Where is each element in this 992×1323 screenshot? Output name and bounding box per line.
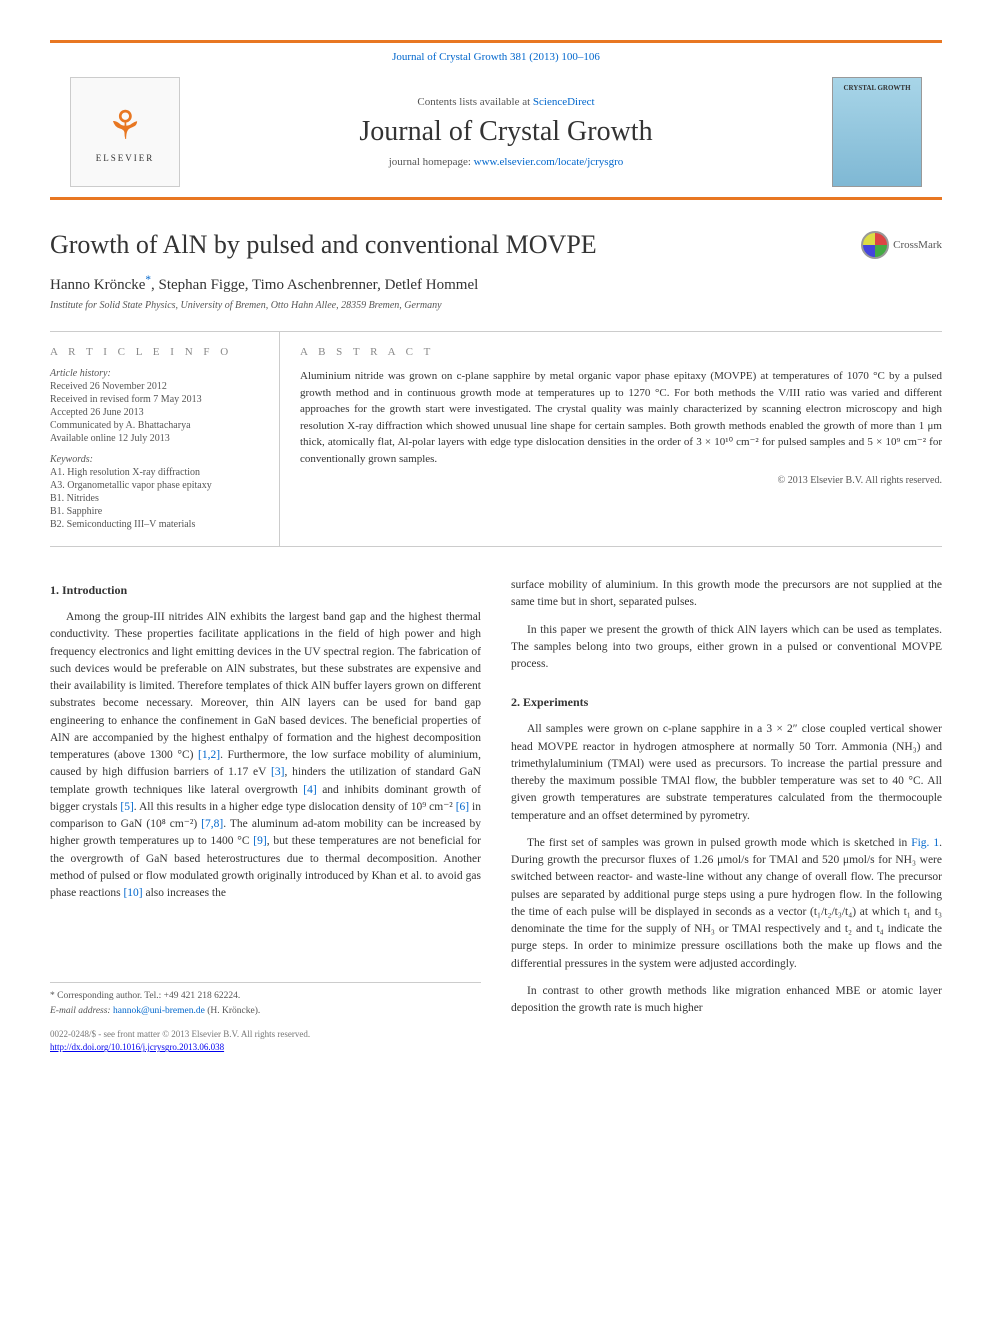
history-received: Received 26 November 2012 xyxy=(50,381,265,392)
abstract-text: Aluminium nitride was grown on c-plane s… xyxy=(300,368,942,467)
history-revised: Received in revised form 7 May 2013 xyxy=(50,394,265,405)
ref-4[interactable]: [4] xyxy=(303,784,316,796)
author-1: Hanno Kröncke xyxy=(50,277,145,293)
intro-para-1-cont: surface mobility of aluminium. In this g… xyxy=(511,577,942,612)
contents-available: Contents lists available at ScienceDirec… xyxy=(180,96,832,108)
article-info-box: A R T I C L E I N F O Article history: R… xyxy=(50,332,280,546)
keywords-heading: Keywords: xyxy=(50,454,265,465)
exp-para-3: In contrast to other growth methods like… xyxy=(511,983,942,1018)
journal-cover-thumb: CRYSTAL GROWTH xyxy=(832,77,922,187)
history-heading: Article history: xyxy=(50,368,265,379)
doi-link[interactable]: http://dx.doi.org/10.1016/j.jcrysgro.201… xyxy=(50,1042,224,1052)
keyword-5: B2. Semiconducting III–V materials xyxy=(50,519,265,530)
history-accepted: Accepted 26 June 2013 xyxy=(50,407,265,418)
bottom-meta: 0022-0248/$ - see front matter © 2013 El… xyxy=(50,1028,481,1055)
history-communicated: Communicated by A. Bhattacharya xyxy=(50,420,265,431)
footnote-block: * Corresponding author. Tel.: +49 421 21… xyxy=(50,982,481,1018)
keyword-4: B1. Sapphire xyxy=(50,506,265,517)
article-title: Growth of AlN by pulsed and conventional… xyxy=(50,230,597,260)
issn-line: 0022-0248/$ - see front matter © 2013 El… xyxy=(50,1028,481,1042)
sciencedirect-link[interactable]: ScienceDirect xyxy=(533,96,595,108)
journal-title: Journal of Crystal Growth xyxy=(180,116,832,148)
homepage-link[interactable]: www.elsevier.com/locate/jcrysgro xyxy=(474,156,624,168)
keyword-2: A3. Organometallic vapor phase epitaxy xyxy=(50,480,265,491)
ref-9[interactable]: [9] xyxy=(253,835,266,847)
section-1-heading: 1. Introduction xyxy=(50,581,481,599)
ref-1-2[interactable]: [1,2] xyxy=(198,749,220,761)
affiliation: Institute for Solid State Physics, Unive… xyxy=(50,300,942,311)
ref-10[interactable]: [10] xyxy=(123,887,142,899)
ref-5[interactable]: [5] xyxy=(120,801,133,813)
abstract-box: A B S T R A C T Aluminium nitride was gr… xyxy=(280,332,942,546)
elsevier-logo: ⚘ ELSEVIER xyxy=(70,77,180,187)
keyword-3: B1. Nitrides xyxy=(50,493,265,504)
authors-line: Hanno Kröncke*, Stephan Figge, Timo Asch… xyxy=(50,274,942,294)
section-2-heading: 2. Experiments xyxy=(511,693,942,711)
abstract-heading: A B S T R A C T xyxy=(300,346,942,358)
authors-rest: , Stephan Figge, Timo Aschenbrenner, Det… xyxy=(151,277,478,293)
history-online: Available online 12 July 2013 xyxy=(50,433,265,444)
email-link[interactable]: hannok@uni-bremen.de xyxy=(113,1006,205,1016)
exp-para-1: All samples were grown on c-plane sapphi… xyxy=(511,721,942,825)
citation-line: Journal of Crystal Growth 381 (2013) 100… xyxy=(50,43,942,67)
journal-homepage: journal homepage: www.elsevier.com/locat… xyxy=(180,156,832,168)
left-column: 1. Introduction Among the group-III nitr… xyxy=(50,577,481,1055)
corresponding-author: * Corresponding author. Tel.: +49 421 21… xyxy=(50,989,481,1003)
ref-3[interactable]: [3] xyxy=(271,766,284,778)
fig-1-link[interactable]: Fig. 1 xyxy=(911,837,939,849)
exp-para-2: The first set of samples was grown in pu… xyxy=(511,835,942,973)
citation-link[interactable]: Journal of Crystal Growth 381 (2013) 100… xyxy=(392,51,600,63)
intro-para-1: Among the group-III nitrides AlN exhibit… xyxy=(50,609,481,902)
email-line: E-mail address: hannok@uni-bremen.de (H.… xyxy=(50,1004,481,1018)
ref-7-8[interactable]: [7,8] xyxy=(201,818,223,830)
article-info-heading: A R T I C L E I N F O xyxy=(50,346,265,358)
abstract-copyright: © 2013 Elsevier B.V. All rights reserved… xyxy=(300,475,942,486)
right-column: surface mobility of aluminium. In this g… xyxy=(511,577,942,1055)
journal-banner: Journal of Crystal Growth 381 (2013) 100… xyxy=(50,40,942,200)
intro-para-2: In this paper we present the growth of t… xyxy=(511,622,942,674)
cover-label: CRYSTAL GROWTH xyxy=(833,84,921,92)
crossmark-icon xyxy=(861,231,889,259)
keyword-1: A1. High resolution X-ray diffraction xyxy=(50,467,265,478)
crossmark-label: CrossMark xyxy=(893,239,942,251)
ref-6[interactable]: [6] xyxy=(456,801,469,813)
crossmark-widget[interactable]: CrossMark xyxy=(861,231,942,259)
elsevier-label: ELSEVIER xyxy=(96,153,155,163)
elsevier-tree-icon: ⚘ xyxy=(107,102,143,149)
